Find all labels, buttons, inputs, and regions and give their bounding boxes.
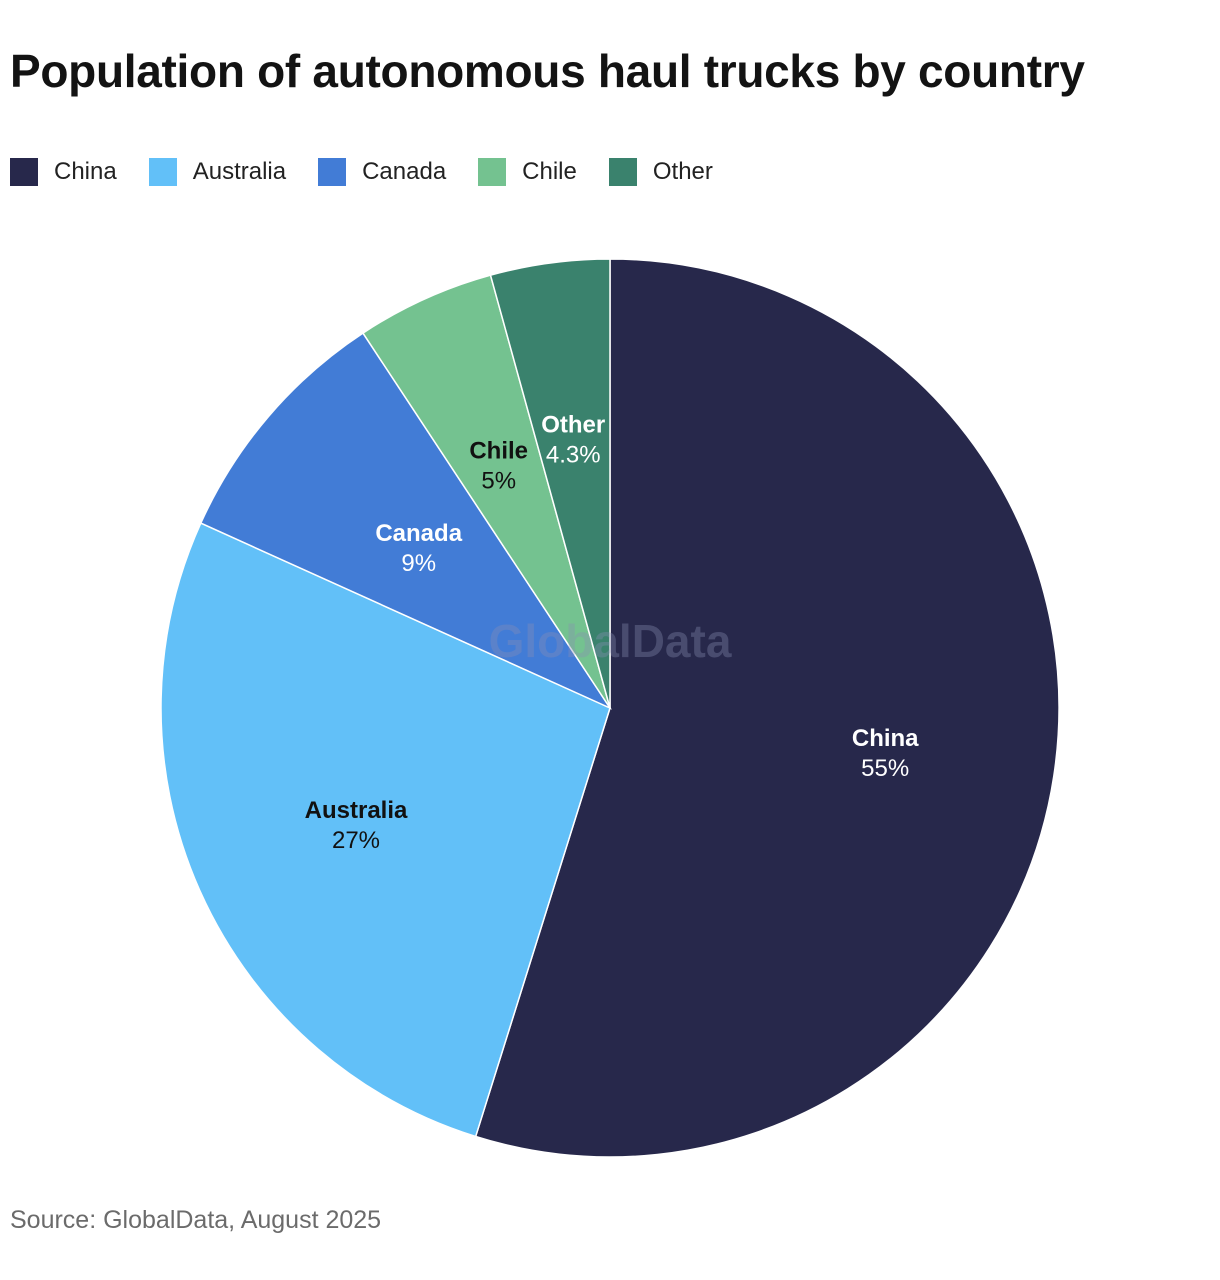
legend-label: Other [652,158,713,185]
legend-swatch [148,158,177,186]
slice-value-australia: 27% [332,827,380,854]
slice-value-canada: 9% [401,550,436,577]
slice-label-australia: Australia [305,797,408,824]
slice-label-china: China [852,725,919,752]
source-note: Source: GlobalData, August 2025 [10,1206,382,1234]
legend-item-canada: Canada [318,158,446,186]
slice-label-other: Other [541,412,605,439]
pie-slice-australia [160,522,611,1138]
legend-item-australia: Australia [148,158,287,186]
watermark: GlobalData [489,615,732,667]
legend-label: Canada [362,158,447,185]
slice-value-other: 4.3% [546,442,601,469]
legend-swatch [608,158,637,186]
legend-swatch [10,158,38,186]
pie-slice-china [474,258,1060,1158]
chart-legend: China Australia Canada Chile Other [10,156,745,188]
legend-label: China [54,158,117,185]
legend-item-chile: Chile [478,158,577,186]
slice-value-china: 55% [861,755,909,782]
slice-label-canada: Canada [375,520,462,547]
legend-label: Chile [522,158,577,185]
chart-title: Population of autonomous haul trucks by … [10,45,1085,97]
pie-slice-other [489,258,611,709]
slice-value-chile: 5% [481,468,516,495]
slice-label-chile: Chile [469,438,528,465]
legend-swatch [318,158,347,186]
pie-labels: China 55% Australia 27% Canada 9% Chile 5% Other… [305,412,920,854]
legend-item-other: Other [608,158,713,186]
pie-chart: GlobalData China55%Australia27%Canada9%C… [160,258,1060,1158]
legend-item-china: China [10,158,117,186]
legend-label: Australia [192,158,287,185]
pie-slices [160,258,1060,1158]
pie-slice-canada [199,332,613,710]
legend-swatch [478,158,507,186]
